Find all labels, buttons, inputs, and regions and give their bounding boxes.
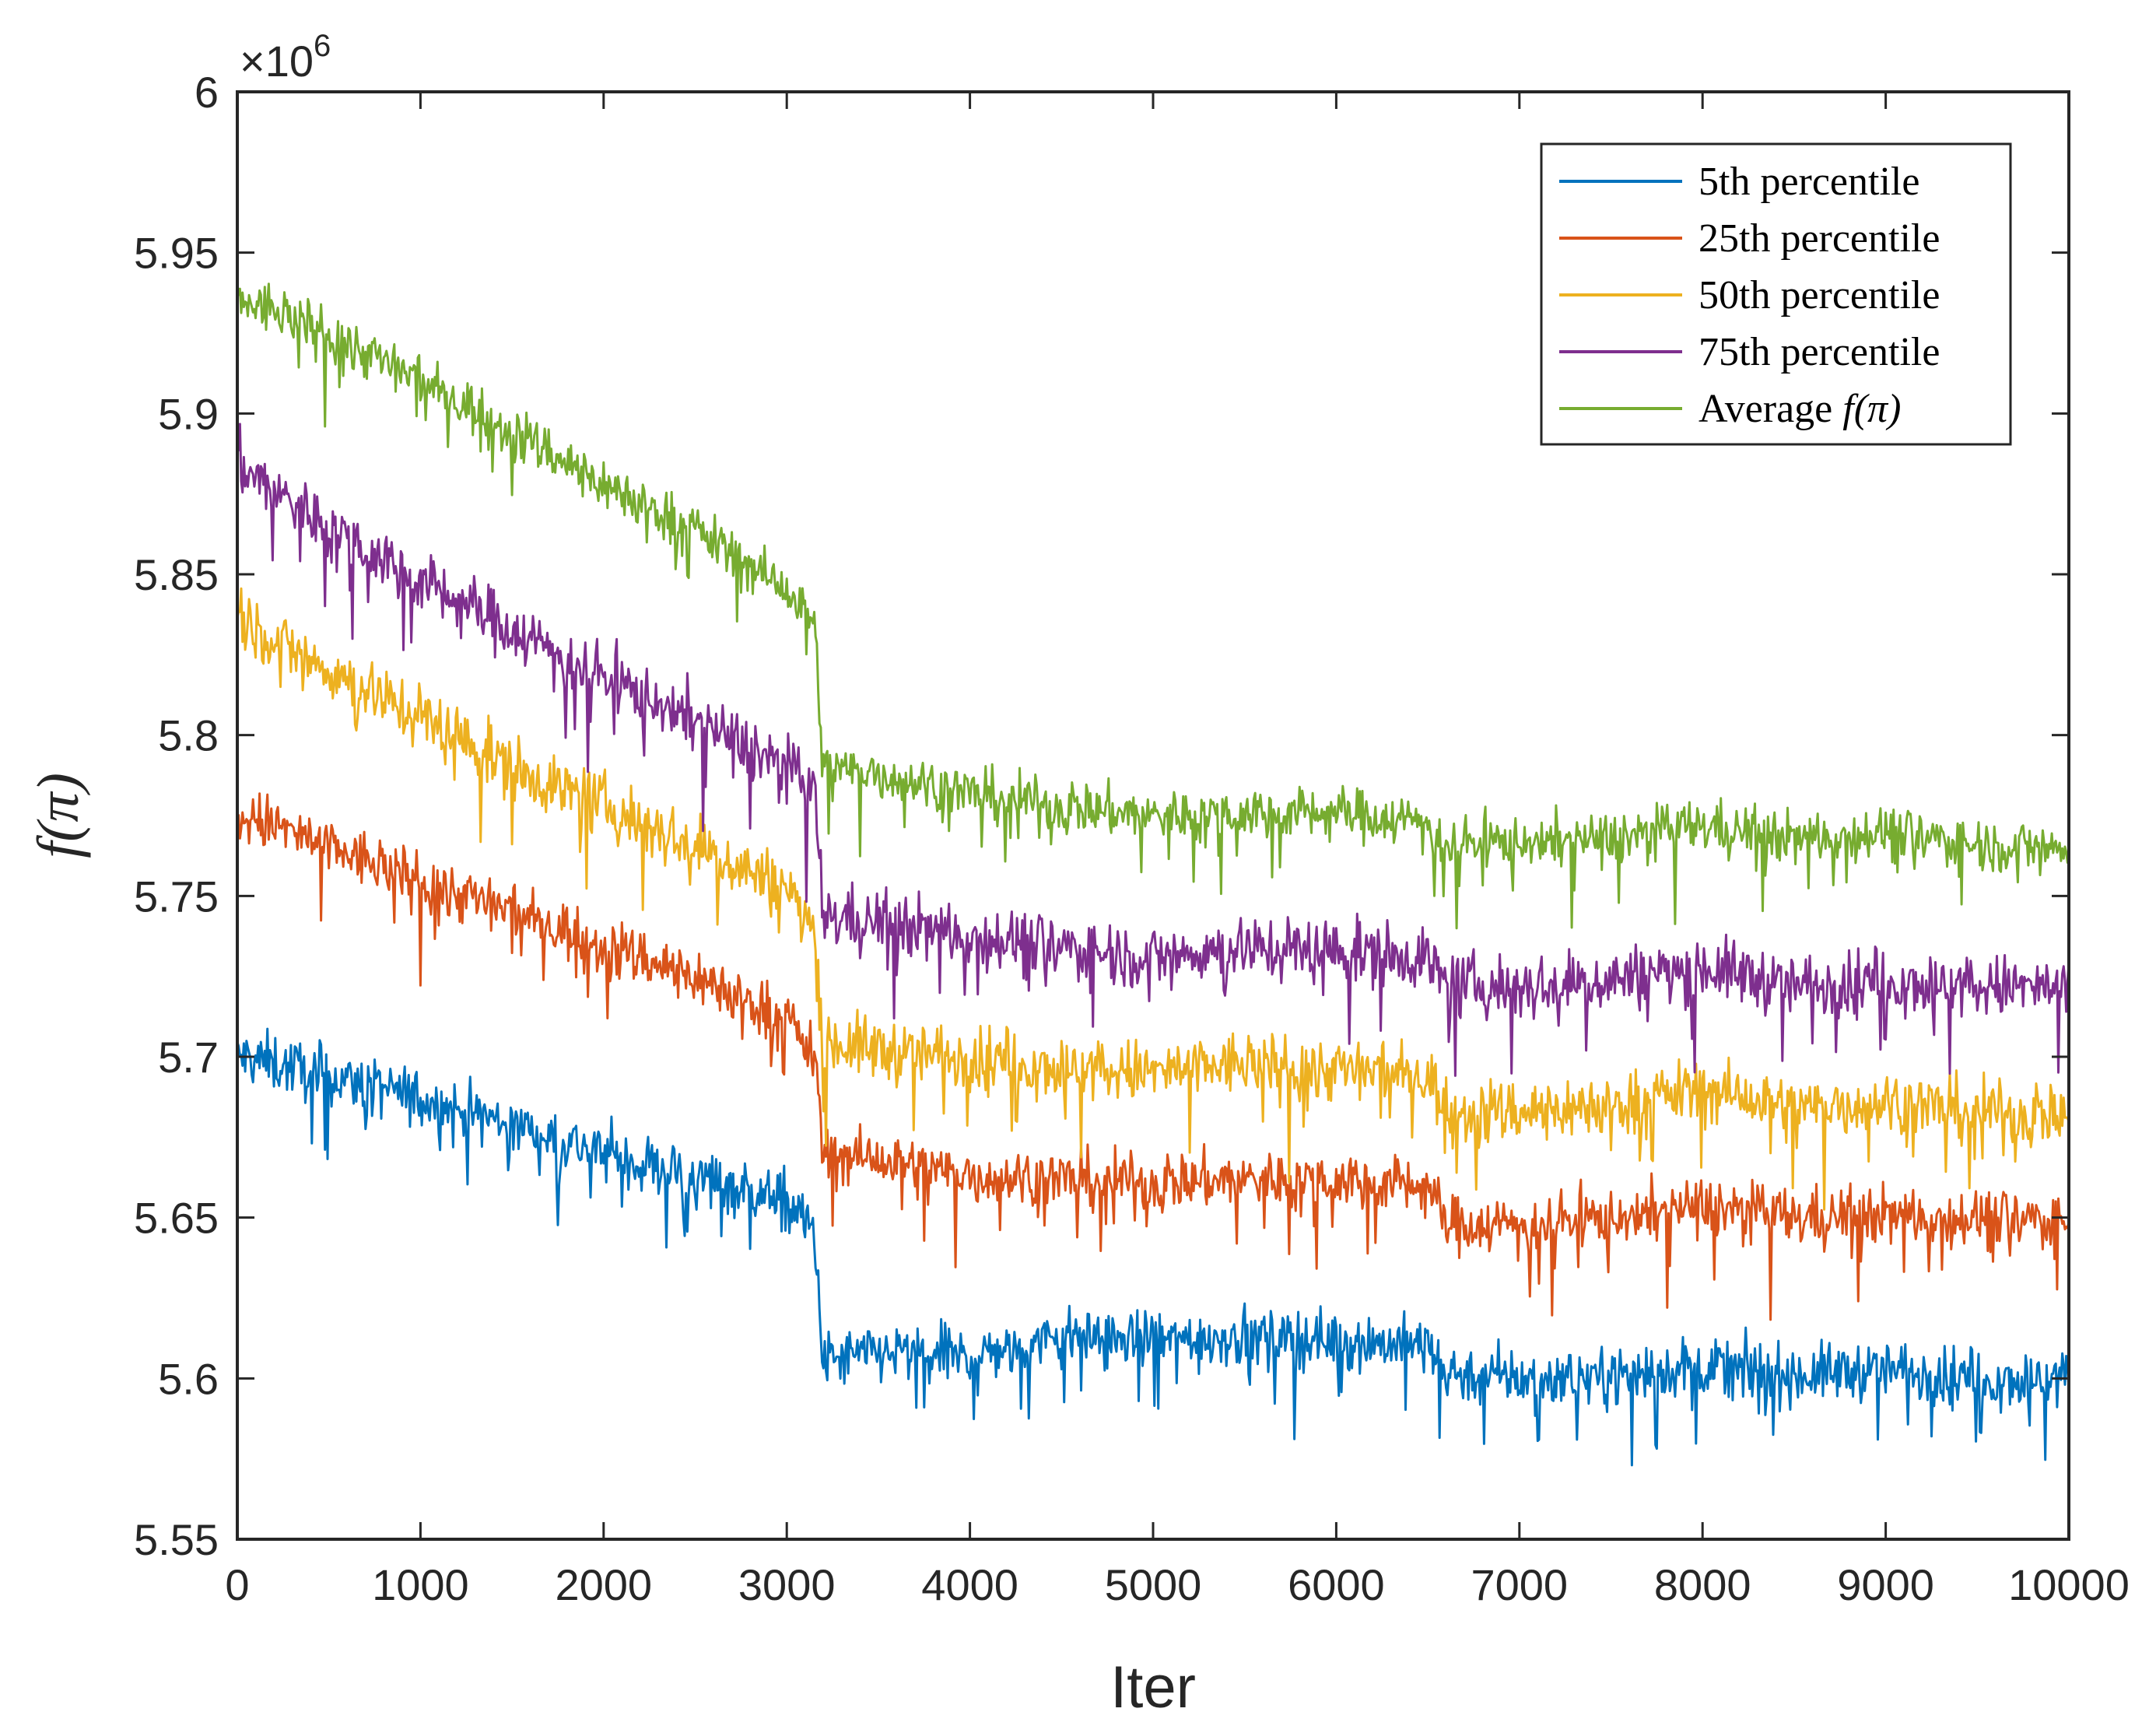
legend-label-50th-percentile: 50th percentile (1699, 273, 1940, 317)
legend-label-75th-percentile: 75th percentile (1699, 330, 1940, 374)
x-tick-label: 7000 (1471, 1560, 1569, 1609)
x-tick-label: 0 (225, 1560, 249, 1609)
y-tick-label: 5.9 (158, 389, 219, 438)
y-tick-label: 5.7 (158, 1033, 219, 1082)
y-tick-label: 5.95 (134, 229, 219, 278)
x-tick-label: 3000 (738, 1560, 836, 1609)
x-tick-label: 10000 (2008, 1560, 2130, 1609)
legend-label-average-f-: Average f(π) (1699, 387, 1901, 431)
x-axis-ticks: 0 1000 2000 3000 4000 5000 6000 7000 8000 9000 100… (225, 92, 2130, 1609)
legend-label-25th-percentile: 25th percentile (1699, 216, 1940, 261)
y-tick-label: 5.85 (134, 550, 219, 599)
y-tick-label: 5.55 (134, 1515, 219, 1564)
y-axis-title: f(π) (26, 773, 91, 858)
x-tick-label: 4000 (921, 1560, 1018, 1609)
legend: 5th percentile 25th percentile 50th percen… (1540, 142, 2012, 446)
y-tick-label: 5.8 (158, 711, 219, 760)
series-line-5th-percentile (236, 1027, 2070, 1467)
y-axis-ticks: 5.55 5.6 5.65 5.7 5.75 5.8 5.85 5.9 5.95 6 (134, 68, 2069, 1564)
series-line-50th-percentile (236, 587, 2070, 1211)
x-tick-label: 9000 (1837, 1560, 1934, 1609)
y-tick-label: 5.65 (134, 1194, 219, 1243)
x-tick-label: 2000 (556, 1560, 653, 1609)
x-axis-title: Iter (1110, 1654, 1196, 1721)
series-line-25th-percentile (237, 792, 2070, 1321)
x-tick-label: 8000 (1654, 1560, 1751, 1609)
y-tick-label: 5.75 (134, 872, 219, 921)
x-tick-label: 1000 (372, 1560, 469, 1609)
x-tick-label: 5000 (1105, 1560, 1202, 1609)
y-exponent-label: ×106 (240, 29, 331, 86)
series-layer (236, 282, 2070, 1467)
y-tick-label: 5.6 (158, 1354, 219, 1403)
legend-label-5th-percentile: 5th percentile (1699, 160, 1919, 204)
series-line-75th-percentile (236, 423, 2070, 1077)
x-tick-label: 6000 (1288, 1560, 1385, 1609)
series-line-average-f- (236, 282, 2070, 930)
y-tick-label: 6 (195, 68, 219, 117)
